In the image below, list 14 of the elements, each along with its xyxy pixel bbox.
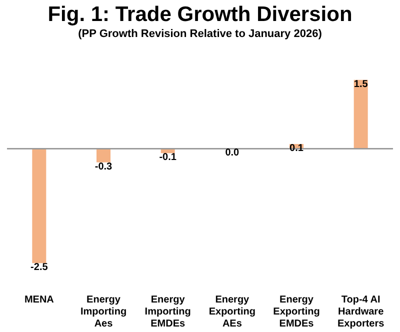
x-tick-label: MENA <box>24 294 54 306</box>
data-label: -0.3 <box>94 161 113 172</box>
x-tick-label: Energy Importing EMDEs <box>144 294 191 330</box>
x-tick-label: Energy Exporting AEs <box>208 294 256 330</box>
data-label: -0.1 <box>159 152 177 164</box>
data-label: -2.5 <box>30 262 48 274</box>
x-tick-label: Energy Exporting EMDEs <box>273 294 320 330</box>
data-label: 0.1 <box>290 143 304 154</box>
chart-subtitle: (PP Growth Revision Relative to January 2026) <box>78 28 322 40</box>
data-label: 0.0 <box>225 148 240 159</box>
data-label: 1.5 <box>354 78 368 90</box>
x-tick-label: Top-4 AI Hardware Exporters <box>337 294 385 330</box>
chart-title: Fig. 1: Trade Growth Diversion <box>48 3 352 26</box>
x-tick-label: Energy Importing Aes <box>80 294 127 330</box>
